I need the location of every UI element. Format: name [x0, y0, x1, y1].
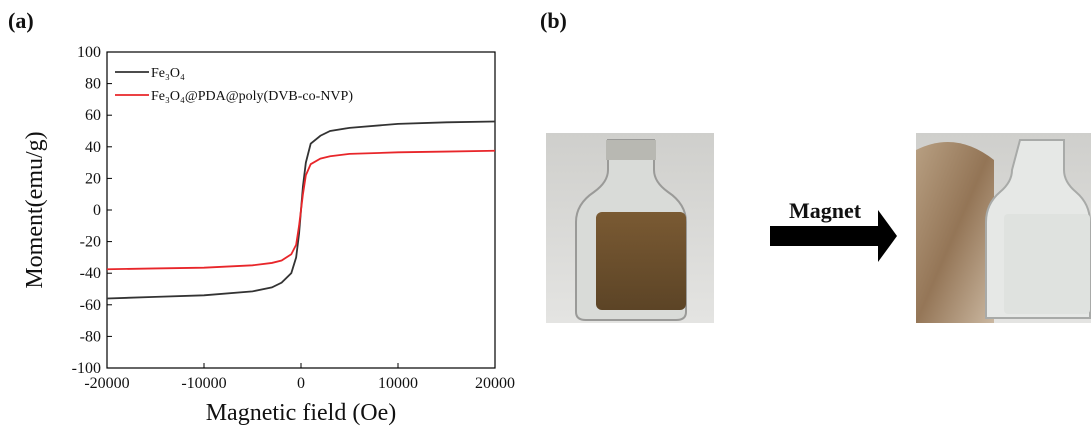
- photo-after: [916, 133, 1091, 323]
- arrow-label: Magnet: [789, 198, 862, 223]
- x-tick-label: 0: [297, 375, 305, 392]
- x-tick-label: 10000: [378, 375, 418, 392]
- y-axis-label: Moment(emu/g): [22, 131, 48, 288]
- x-axis-label: Magnetic field (Oe): [206, 400, 397, 426]
- panel-label: (b): [540, 8, 567, 33]
- y-tick-label: 20: [85, 170, 101, 187]
- y-tick-label: 80: [85, 76, 101, 93]
- y-tick-label: 60: [85, 107, 101, 124]
- photo-before: [546, 133, 714, 323]
- y-tick-label: -40: [80, 265, 101, 282]
- x-tick-label: 20000: [475, 375, 515, 392]
- plot: -100-80-60-40-20020406080100-20000-10000…: [22, 44, 515, 426]
- y-tick-label: 100: [77, 44, 101, 61]
- y-tick-label: -80: [80, 328, 101, 345]
- x-tick-label: -10000: [181, 375, 226, 392]
- y-tick-label: 0: [93, 202, 101, 219]
- y-tick-label: -60: [80, 297, 101, 314]
- legend-label: Fe₃O₄@PDA@poly(DVB-co-NVP): [151, 89, 353, 104]
- legend-label: Fe₃O₄: [151, 66, 185, 81]
- series-line: [107, 151, 495, 270]
- x-tick-label: -20000: [84, 375, 129, 392]
- figure: (a) (b) -100-80-60-40-20020406080100-200…: [0, 0, 1091, 428]
- panel-label: (a): [8, 8, 34, 33]
- arrow: Magnet: [770, 198, 897, 262]
- y-tick-label: 40: [85, 139, 101, 156]
- y-tick-label: -20: [80, 234, 101, 251]
